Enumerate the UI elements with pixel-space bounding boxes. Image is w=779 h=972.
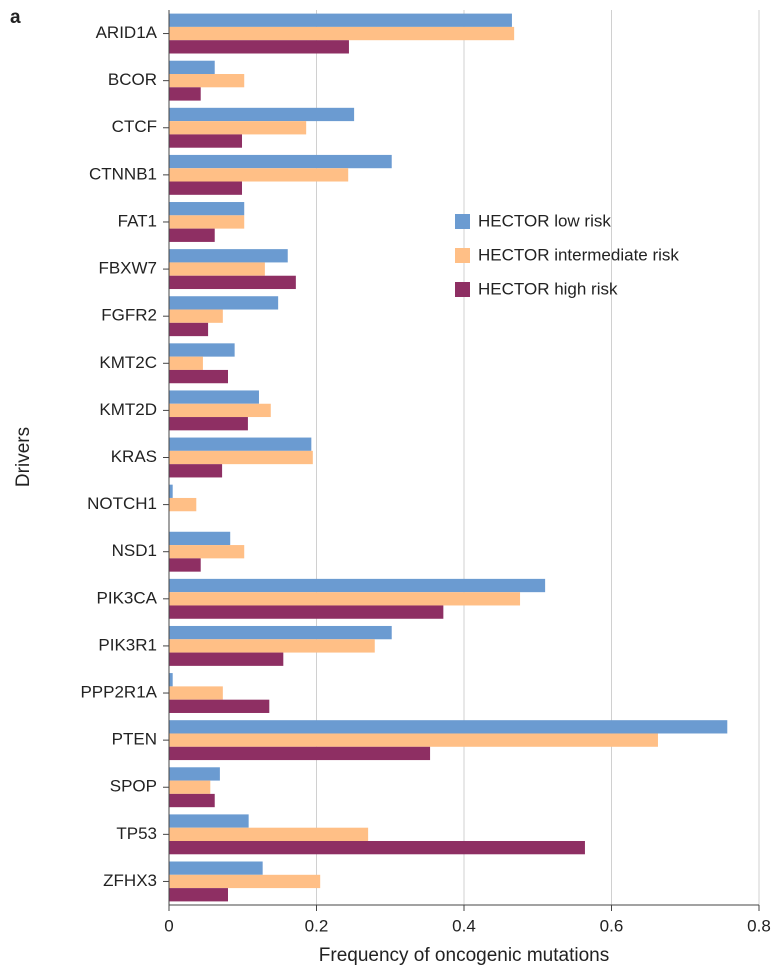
bar (169, 249, 288, 263)
legend-label: HECTOR high risk (478, 279, 618, 298)
bar (169, 369, 228, 384)
y-tick-label: KRAS (111, 447, 157, 466)
bar (169, 464, 223, 478)
bar (169, 531, 231, 546)
bar (169, 168, 349, 182)
y-tick-label: CTCF (112, 117, 157, 136)
x-tick-label: 0.4 (452, 916, 476, 935)
bar (169, 309, 223, 323)
x-tick-label: 0.8 (747, 916, 771, 935)
bar (169, 134, 243, 148)
bar (169, 733, 658, 747)
bar (169, 578, 546, 593)
y-tick-label: TP53 (116, 824, 157, 843)
bar (169, 403, 271, 418)
y-tick-label: NSD1 (112, 541, 157, 560)
y-axis-label: Drivers (13, 427, 34, 487)
bar (169, 437, 312, 451)
y-tick-label: CTNNB1 (89, 164, 157, 183)
bar (169, 74, 245, 88)
bar (169, 87, 201, 101)
y-tick-label: PPP2R1A (80, 683, 157, 702)
legend-label: HECTOR intermediate risk (478, 245, 679, 264)
bar (169, 262, 265, 276)
bar (169, 874, 321, 889)
y-tick-label: ZFHX3 (103, 871, 157, 890)
bar (169, 545, 245, 559)
bar (169, 121, 307, 135)
y-tick-label: FAT1 (118, 211, 157, 230)
bar (169, 861, 263, 875)
bar (169, 215, 245, 229)
legend-label: HECTOR low risk (478, 211, 611, 230)
y-tick-label: NOTCH1 (87, 494, 157, 513)
bar (169, 673, 173, 687)
bar (169, 417, 248, 431)
bar (169, 450, 313, 465)
bar (169, 827, 369, 841)
y-tick-label: ARID1A (96, 23, 158, 42)
bar (169, 26, 515, 41)
y-tick-label: KMT2C (99, 353, 157, 372)
y-tick-label: FBXW7 (98, 259, 157, 278)
bar (169, 60, 215, 75)
y-tick-label: PTEN (112, 730, 157, 749)
bar (169, 686, 223, 700)
bar (169, 720, 728, 734)
y-tick-label: PIK3CA (97, 588, 158, 607)
bar (169, 275, 296, 290)
bar (169, 793, 215, 808)
bar (169, 356, 203, 370)
y-tick-label: FGFR2 (101, 306, 157, 325)
bar (169, 780, 211, 794)
bar (169, 343, 235, 357)
legend-swatch (455, 282, 470, 297)
x-axis-label: Frequency of oncogenic mutations (319, 945, 609, 966)
bar (169, 228, 215, 242)
bar (169, 484, 173, 498)
bar (169, 605, 444, 619)
bar (169, 699, 270, 713)
bar (169, 639, 375, 653)
bar (169, 592, 521, 606)
bar (169, 814, 249, 828)
bar (169, 652, 284, 666)
bar (169, 558, 201, 572)
legend-swatch (455, 214, 470, 229)
bar (169, 202, 245, 216)
bar (169, 296, 279, 310)
bar (169, 497, 197, 512)
bar (169, 888, 228, 902)
bar (169, 390, 259, 404)
panel-label: a (10, 7, 21, 28)
legend-swatch (455, 248, 470, 263)
bar (169, 107, 355, 122)
x-tick-label: 0.6 (600, 916, 624, 935)
bar (169, 840, 585, 855)
y-tick-label: SPOP (110, 777, 157, 796)
bar (169, 322, 209, 337)
bar (169, 625, 392, 640)
bar (169, 767, 220, 781)
bar (169, 13, 512, 27)
x-tick-label: 0.2 (305, 916, 329, 935)
bar (169, 746, 431, 761)
x-tick-label: 0 (164, 916, 173, 935)
bar (169, 154, 392, 169)
y-tick-label: BCOR (108, 70, 157, 89)
bar (169, 40, 349, 54)
y-tick-label: KMT2D (99, 400, 157, 419)
y-tick-label: PIK3R1 (98, 635, 157, 654)
bar (169, 181, 243, 195)
